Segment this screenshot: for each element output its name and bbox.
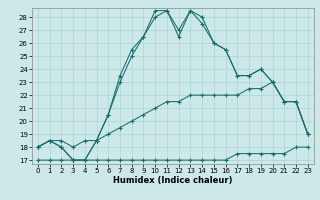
X-axis label: Humidex (Indice chaleur): Humidex (Indice chaleur): [113, 176, 233, 185]
